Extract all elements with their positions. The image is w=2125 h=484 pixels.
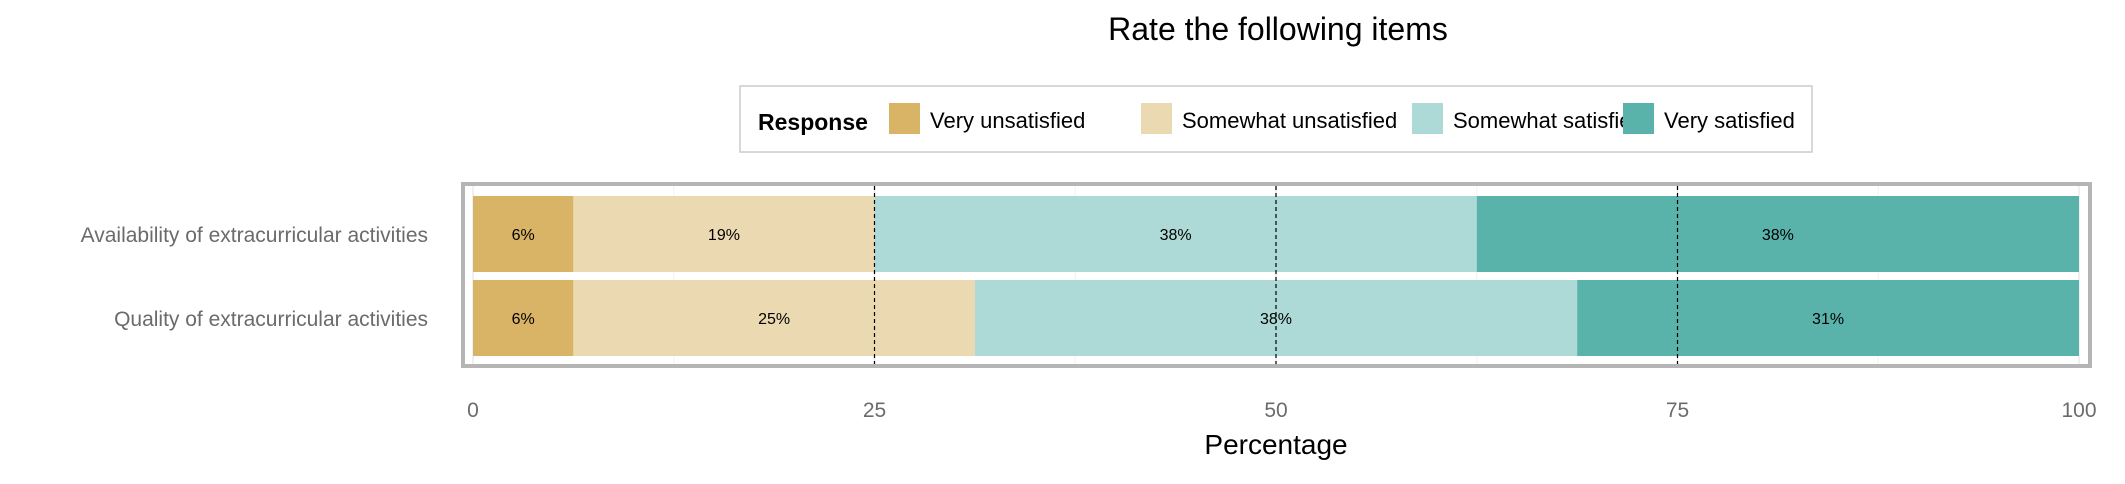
legend-key-very-satisfied: [1623, 103, 1654, 134]
bar-very-satisfied-2: [1577, 280, 2079, 356]
legend-label: Somewhat satisfied: [1453, 108, 1644, 133]
bar-somewhat-satisfied-1: [874, 196, 1477, 272]
x-tick-label: 100: [2061, 399, 2096, 422]
legend-key-very-unsatisfied: [889, 103, 920, 134]
x-tick-label: 75: [1666, 399, 1689, 422]
data-label: 6%: [512, 227, 535, 244]
legend-key-somewhat-satisfied: [1412, 103, 1443, 134]
bar-very-unsatisfied-1: [473, 196, 574, 272]
x-axis-ticks: 0 25 50 75 100: [467, 399, 2096, 422]
data-label: 19%: [708, 227, 740, 244]
legend-label: Very satisfied: [1664, 108, 1795, 133]
legend-key-somewhat-unsatisfied: [1141, 103, 1172, 134]
data-label: 6%: [512, 311, 535, 328]
bar-somewhat-unsatisfied-2: [573, 280, 975, 356]
plot-border: [461, 182, 2092, 368]
x-tick-label: 50: [1264, 399, 1287, 422]
category-labels: Availability of extracurricular activiti…: [81, 224, 428, 331]
legend-label: Very unsatisfied: [930, 108, 1085, 133]
legend-label: Somewhat unsatisfied: [1182, 108, 1397, 133]
data-label: 31%: [1812, 311, 1844, 328]
category-label: Quality of extracurricular activities: [114, 308, 428, 331]
x-axis-label: Percentage: [1204, 429, 1347, 460]
bar-somewhat-unsatisfied-1: [573, 196, 875, 272]
bar-very-unsatisfied-2: [473, 280, 574, 356]
x-tick-label: 25: [863, 399, 886, 422]
x-tick-label: 0: [467, 399, 479, 422]
reference-lines: [873, 186, 1679, 364]
bars: 6% 19% 38% 38%6% 25% 38% 31%: [473, 196, 2079, 356]
category-label: Availability of extracurricular activiti…: [81, 224, 428, 247]
data-label: 38%: [1762, 227, 1794, 244]
plot-frame: [461, 182, 2092, 368]
data-label: 25%: [758, 311, 790, 328]
chart-title: Rate the following items: [1108, 11, 1448, 47]
data-label: 38%: [1160, 227, 1192, 244]
legend-title: Response: [758, 109, 868, 135]
bar-very-satisfied-1: [1476, 196, 2079, 272]
legend: Response Very unsatisfied Somewhat unsati…: [739, 85, 1813, 153]
